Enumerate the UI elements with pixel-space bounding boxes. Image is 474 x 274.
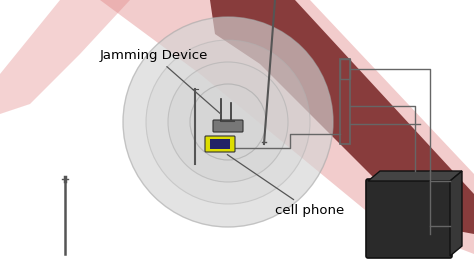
Polygon shape (100, 0, 474, 254)
Circle shape (168, 62, 288, 182)
Circle shape (190, 84, 266, 160)
Circle shape (146, 40, 310, 204)
Text: cell phone: cell phone (228, 155, 344, 217)
Polygon shape (450, 171, 462, 256)
Circle shape (123, 17, 333, 227)
Text: Jamming Device: Jamming Device (100, 49, 221, 114)
Polygon shape (368, 171, 462, 181)
Bar (340, 59, 350, 144)
Bar (340, 59, 350, 79)
Bar (210, 139, 222, 149)
Bar (222, 139, 230, 149)
Polygon shape (210, 0, 474, 234)
FancyBboxPatch shape (366, 179, 452, 258)
FancyBboxPatch shape (213, 120, 243, 132)
Circle shape (123, 17, 333, 227)
FancyBboxPatch shape (205, 136, 235, 152)
Polygon shape (0, 0, 130, 114)
